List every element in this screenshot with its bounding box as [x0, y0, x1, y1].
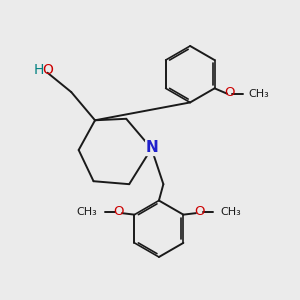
- Text: H: H: [34, 63, 44, 77]
- Text: CH₃: CH₃: [77, 207, 98, 217]
- Text: CH₃: CH₃: [220, 207, 241, 217]
- Text: CH₃: CH₃: [248, 89, 269, 99]
- Text: O: O: [42, 63, 53, 77]
- Text: O: O: [113, 205, 124, 218]
- Text: N: N: [146, 140, 158, 155]
- Text: O: O: [194, 205, 205, 218]
- Text: O: O: [224, 86, 234, 99]
